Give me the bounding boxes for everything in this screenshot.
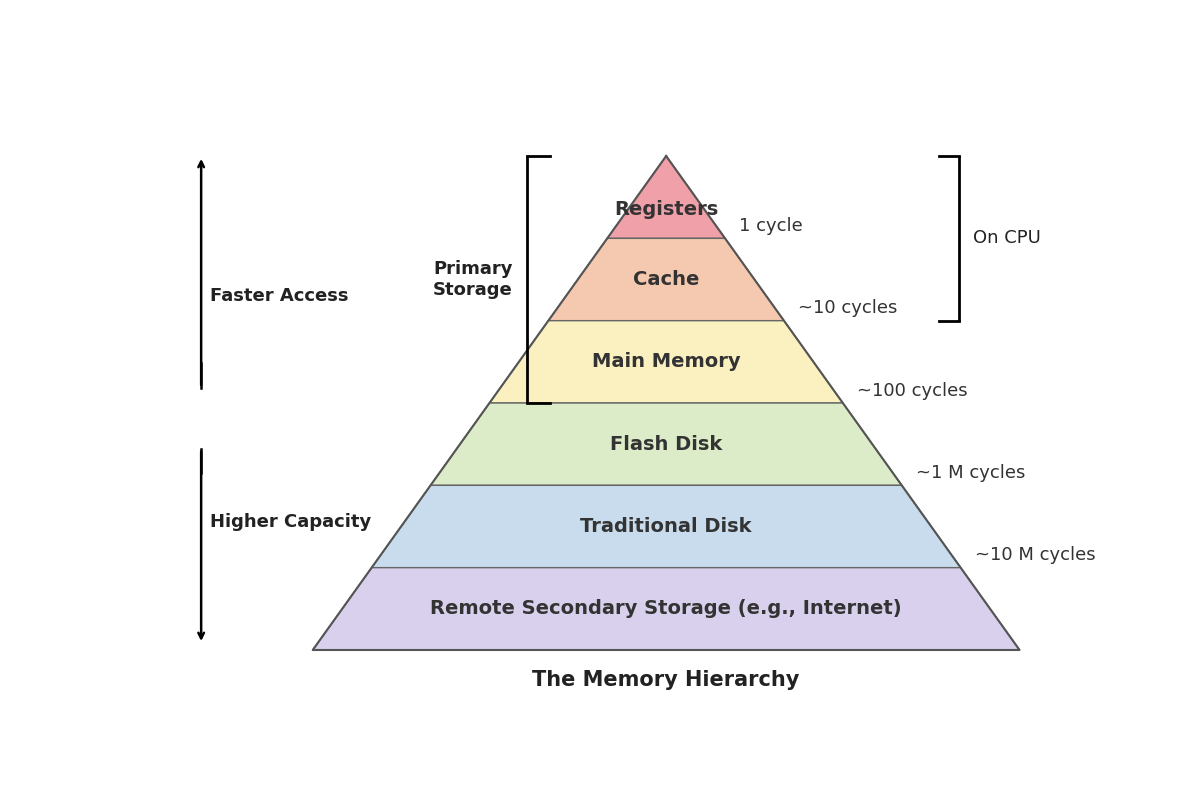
Text: Higher Capacity: Higher Capacity — [210, 513, 372, 531]
Polygon shape — [431, 403, 901, 485]
Text: Remote Secondary Storage (e.g., Internet): Remote Secondary Storage (e.g., Internet… — [431, 600, 902, 619]
Text: Faster Access: Faster Access — [210, 287, 349, 305]
Text: Traditional Disk: Traditional Disk — [581, 517, 752, 536]
Polygon shape — [490, 321, 842, 403]
Polygon shape — [548, 238, 784, 321]
Text: ~1 M cycles: ~1 M cycles — [916, 464, 1025, 482]
Text: Main Memory: Main Memory — [592, 352, 740, 371]
Polygon shape — [372, 485, 961, 568]
Text: Cache: Cache — [632, 270, 700, 289]
Text: ~10 M cycles: ~10 M cycles — [974, 546, 1096, 565]
Text: ~10 cycles: ~10 cycles — [798, 299, 898, 318]
Text: Registers: Registers — [614, 200, 719, 219]
Polygon shape — [313, 568, 1020, 650]
Text: Primary
Storage: Primary Storage — [433, 260, 512, 299]
Text: The Memory Hierarchy: The Memory Hierarchy — [533, 671, 800, 691]
Text: ~100 cycles: ~100 cycles — [857, 382, 967, 400]
Text: Flash Disk: Flash Disk — [610, 435, 722, 454]
Text: On CPU: On CPU — [973, 230, 1040, 247]
Polygon shape — [607, 156, 725, 238]
Text: 1 cycle: 1 cycle — [739, 217, 803, 235]
